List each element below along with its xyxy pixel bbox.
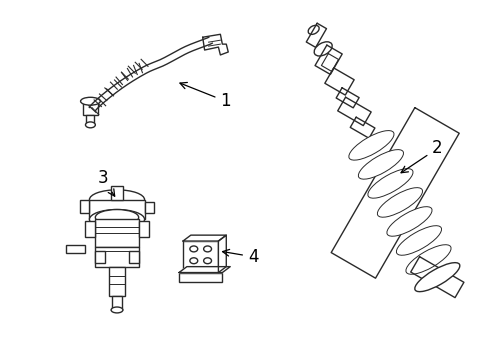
Bar — [109, 267, 124, 296]
Ellipse shape — [95, 210, 139, 225]
Bar — [144, 202, 154, 213]
Polygon shape — [202, 34, 228, 55]
Bar — [85, 221, 95, 237]
Text: 4: 4 — [222, 248, 258, 266]
Polygon shape — [218, 235, 226, 273]
Ellipse shape — [203, 258, 211, 264]
Ellipse shape — [414, 263, 459, 292]
Bar — [111, 186, 122, 200]
Ellipse shape — [313, 42, 331, 56]
Bar — [112, 296, 122, 310]
Ellipse shape — [386, 207, 431, 236]
Ellipse shape — [203, 246, 211, 252]
Ellipse shape — [405, 245, 450, 274]
Bar — [128, 251, 139, 263]
Ellipse shape — [348, 131, 393, 160]
Bar — [179, 273, 222, 282]
Text: 2: 2 — [400, 139, 442, 173]
Polygon shape — [321, 54, 338, 71]
Bar — [95, 219, 139, 247]
Ellipse shape — [85, 122, 95, 128]
Ellipse shape — [358, 150, 403, 179]
Polygon shape — [330, 108, 458, 278]
Ellipse shape — [111, 307, 122, 313]
Ellipse shape — [189, 258, 197, 264]
Bar — [80, 200, 89, 213]
Text: 1: 1 — [180, 82, 230, 110]
Ellipse shape — [81, 97, 100, 105]
Ellipse shape — [377, 188, 422, 217]
Ellipse shape — [89, 210, 144, 229]
Bar — [66, 245, 85, 253]
Bar — [95, 251, 105, 263]
Polygon shape — [305, 23, 326, 48]
Text: 3: 3 — [97, 169, 115, 196]
Polygon shape — [337, 97, 370, 126]
Bar — [183, 241, 218, 273]
Ellipse shape — [307, 25, 319, 35]
Ellipse shape — [189, 246, 197, 252]
Polygon shape — [183, 235, 226, 241]
Bar — [139, 221, 148, 237]
Polygon shape — [335, 88, 358, 108]
Polygon shape — [314, 45, 342, 75]
Polygon shape — [410, 257, 463, 298]
Polygon shape — [349, 117, 374, 138]
Bar — [86, 115, 94, 125]
Ellipse shape — [89, 190, 144, 210]
Polygon shape — [179, 267, 230, 273]
Bar — [89, 200, 144, 219]
Bar — [95, 247, 139, 267]
Ellipse shape — [396, 226, 441, 255]
Polygon shape — [324, 68, 353, 95]
Ellipse shape — [367, 168, 412, 198]
Bar — [82, 101, 98, 115]
